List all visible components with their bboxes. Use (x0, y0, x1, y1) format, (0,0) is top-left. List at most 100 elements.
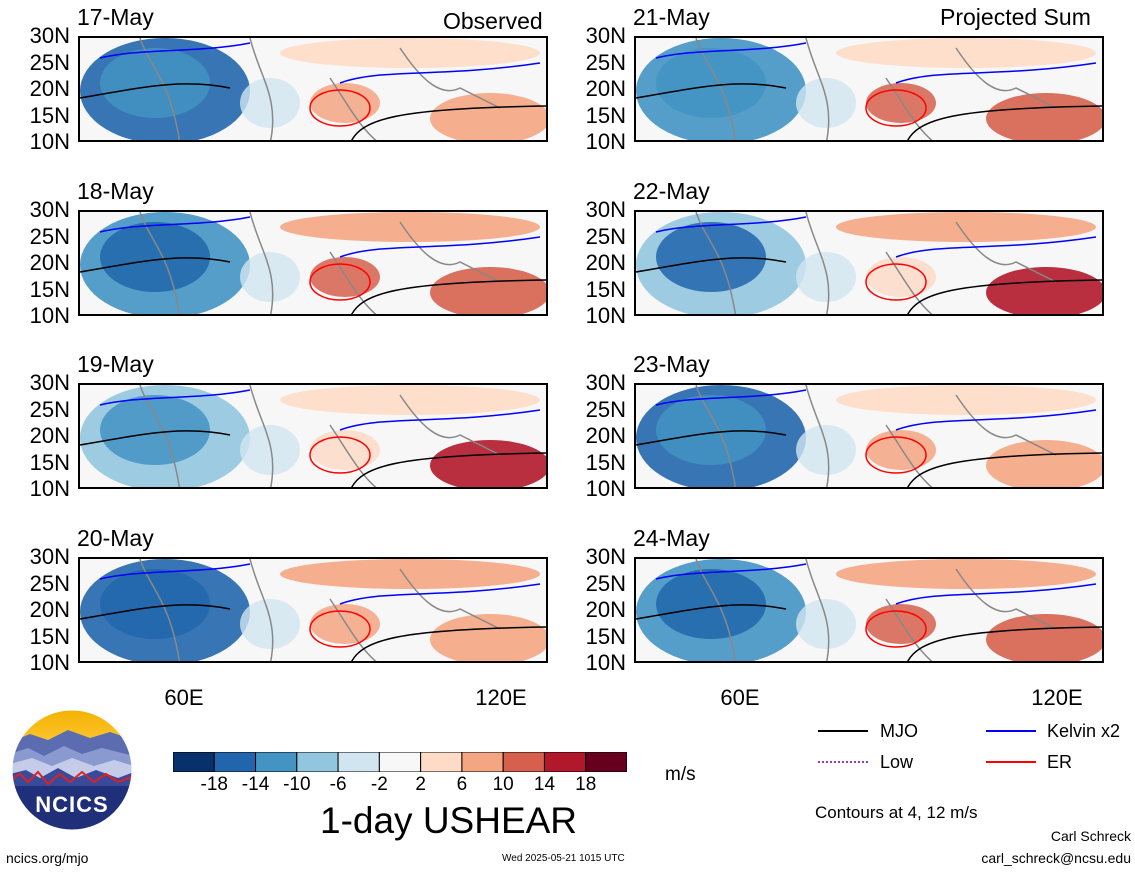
legend-line-low (818, 761, 868, 763)
colorbar-swatch (255, 751, 298, 773)
colorbar-swatch (296, 751, 339, 773)
lat-label: 25N (585, 570, 626, 596)
lon-label-60e: 60E (164, 685, 204, 710)
panel-date: 17-May (77, 4, 154, 30)
lat-label: 20N (29, 423, 70, 448)
lat-label: 20N (585, 250, 626, 275)
lat-label: 10N (29, 303, 70, 328)
shear-map (634, 210, 1104, 316)
lat-label: 25N (585, 49, 626, 75)
colorbar-swatch (502, 751, 545, 773)
lat-label: 15N (29, 102, 70, 128)
lat-label: 15N (585, 449, 626, 475)
shear-map (78, 383, 548, 489)
panel-date: 20-May (77, 525, 154, 551)
lat-label: 15N (29, 623, 70, 649)
lat-label: 20N (29, 597, 70, 622)
logo-text: NCICS (35, 792, 108, 817)
lat-label: 25N (585, 223, 626, 249)
shear-map (634, 557, 1104, 663)
lon-label-60e: 60E (720, 685, 760, 710)
ncics-logo: NCICS (10, 708, 134, 832)
lat-label: 30N (585, 544, 626, 569)
shear-map (78, 210, 548, 316)
lat-label: 25N (29, 396, 70, 422)
lon-label-120e: 120E (1031, 685, 1083, 710)
colorbar-swatch (213, 751, 257, 773)
lat-label: 30N (585, 370, 626, 395)
lat-label: 25N (29, 223, 70, 249)
shear-map (78, 557, 548, 663)
colorbar-tick-label: -2 (370, 774, 388, 795)
colorbar-swatch (172, 751, 215, 773)
colorbar-tick-label: 6 (456, 774, 468, 795)
colorbar-tick-label: 10 (492, 774, 514, 795)
lat-label: 20N (585, 76, 626, 101)
lat-label: 10N (585, 129, 626, 154)
footer-url[interactable]: ncics.org/mjo (6, 850, 89, 866)
colorbar-tick-label: 14 (533, 774, 556, 795)
legend-label-low: Low (880, 752, 914, 772)
colorbar-tick-label: -6 (329, 774, 347, 795)
panel-date: 19-May (77, 351, 154, 377)
colorbar-tick-label: 18 (575, 774, 597, 795)
panel-date: 23-May (633, 351, 710, 377)
colorbar-swatch (461, 751, 504, 773)
shear-map (78, 36, 548, 142)
legend-label-kelvin: Kelvin x2 (1047, 721, 1121, 741)
lat-label: 30N (29, 544, 70, 569)
lat-label: 30N (29, 23, 70, 48)
legend-line-mjo (818, 730, 868, 732)
lat-label: 10N (585, 303, 626, 328)
lat-label: 25N (585, 396, 626, 422)
lat-label: 10N (585, 650, 626, 675)
panel-date: 18-May (77, 178, 154, 204)
lat-label: 15N (585, 276, 626, 302)
shear-map (634, 383, 1104, 489)
legend-line-er (986, 761, 1036, 763)
lat-label: 20N (29, 76, 70, 101)
panel-date: 21-May (633, 4, 710, 30)
footer-email[interactable]: carl_schreck@ncsu.edu (981, 850, 1131, 866)
lat-label: 25N (29, 570, 70, 596)
lat-label: 15N (585, 102, 626, 128)
field-title: 1-day USHEAR (320, 800, 578, 841)
colorbar-tick-label: -10 (283, 774, 311, 795)
colorbar-swatch (420, 751, 463, 773)
lat-label: 30N (29, 197, 70, 222)
colorbar-swatch (378, 751, 422, 773)
footer-author: Carl Schreck (1050, 828, 1131, 844)
lat-label: 20N (585, 597, 626, 622)
projected-sum-title: Projected Sum (940, 4, 1091, 30)
lat-label: 10N (29, 650, 70, 675)
panel-date: 24-May (633, 525, 710, 551)
panel-date: 22-May (633, 178, 710, 204)
lat-label: 10N (29, 129, 70, 154)
lat-label: 20N (29, 250, 70, 275)
lat-label: 10N (585, 476, 626, 501)
observed-title: Observed (443, 8, 543, 34)
colorbar-swatch (585, 751, 628, 773)
lat-label: 30N (585, 23, 626, 48)
colorbar-tick-label: -18 (200, 774, 228, 795)
lat-label: 20N (585, 423, 626, 448)
shear-map (634, 36, 1104, 142)
lat-label: 15N (585, 623, 626, 649)
colorbar-swatch (543, 751, 587, 773)
colorbar (172, 751, 628, 773)
colorbar-tick-label: -14 (241, 774, 270, 795)
lat-label: 15N (29, 276, 70, 302)
lat-label: 25N (29, 49, 70, 75)
legend-label-er: ER (1047, 752, 1073, 772)
colorbar-swatch (337, 751, 380, 773)
colorbar-tick-label: 2 (415, 774, 426, 795)
legend-line-kelvin (986, 730, 1036, 732)
lat-label: 30N (585, 197, 626, 222)
lat-label: 10N (29, 476, 70, 501)
colorbar-units: m/s (665, 764, 696, 785)
lat-label: 30N (29, 370, 70, 395)
legend-label-mjo: MJO (880, 721, 918, 741)
lon-label-120e: 120E (475, 685, 527, 710)
footer-timestamp: Wed 2025-05-21 1015 UTC (502, 853, 625, 864)
contour-note: Contours at 4, 12 m/s (815, 803, 978, 822)
